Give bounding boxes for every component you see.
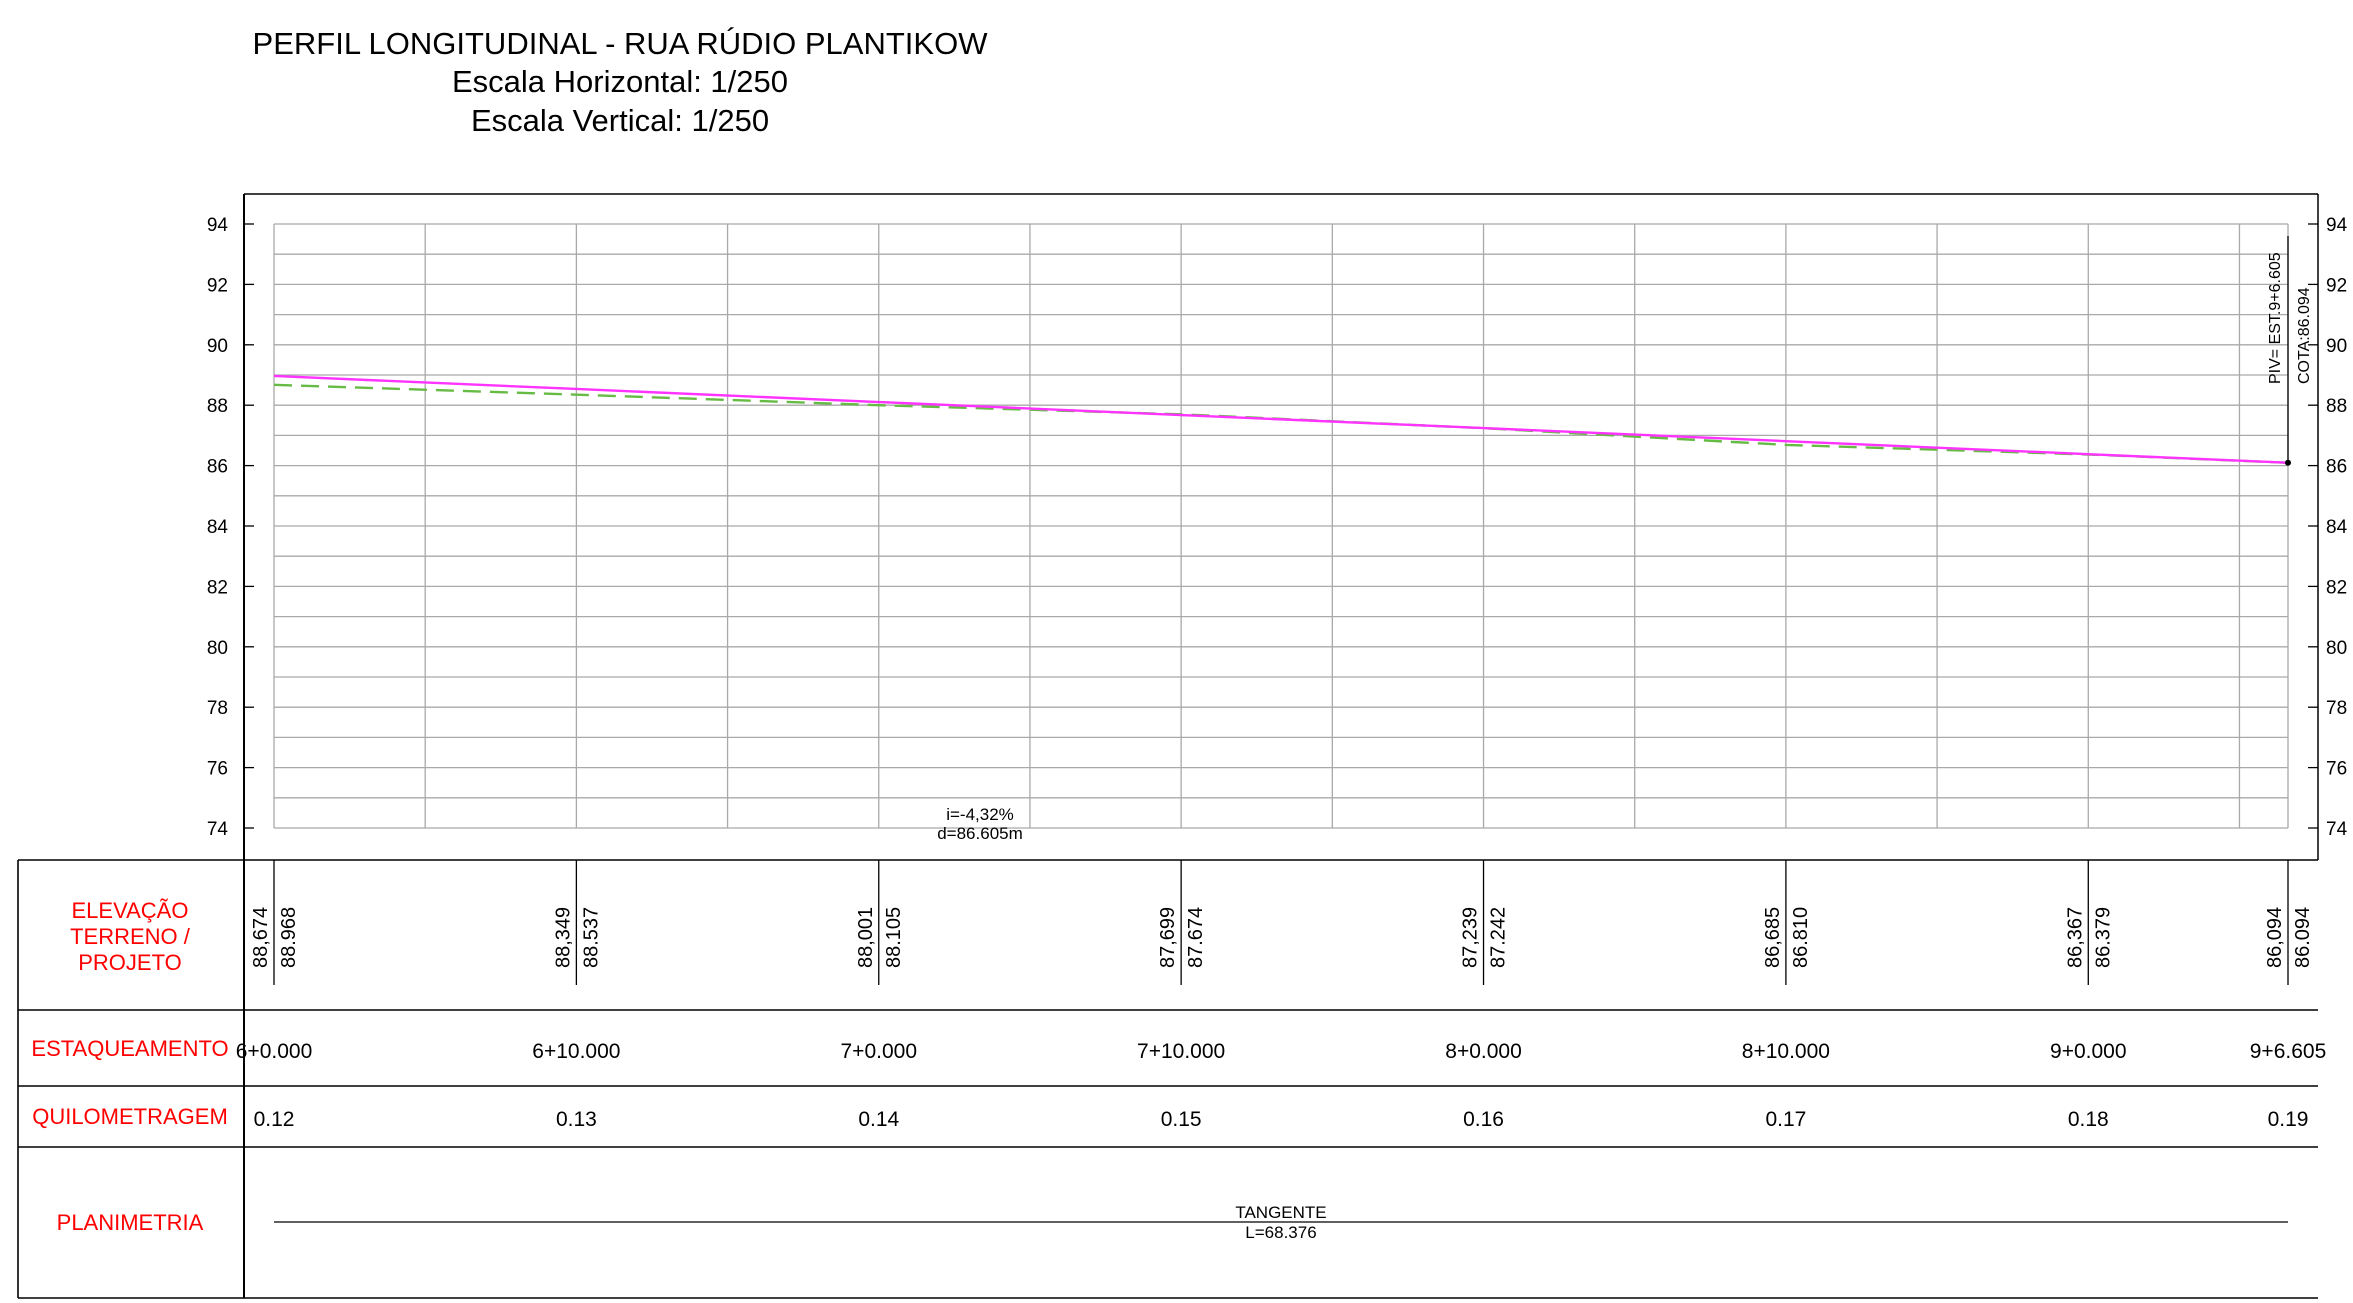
y-tick-label-left: 84: [207, 517, 229, 538]
station-label: 9+6.605: [2250, 1040, 2327, 1063]
y-tick-label-left: 82: [207, 577, 228, 598]
terreno-elevation: 88,674: [250, 907, 272, 968]
km-label: 0.12: [254, 1108, 295, 1131]
y-tick-label-left: 76: [207, 759, 228, 780]
y-tick-label-left: 94: [207, 215, 229, 236]
y-tick-label-right: 86: [2326, 457, 2347, 478]
y-tick-label-left: 88: [207, 396, 228, 417]
vertical-scale: Escala Vertical: 1/250: [470, 103, 770, 138]
y-tick-label-left: 80: [207, 638, 228, 659]
terreno-elevation: 87,239: [1460, 907, 1482, 968]
km-label: 0.19: [2268, 1108, 2309, 1131]
y-tick-label-right: 92: [2326, 275, 2347, 296]
km-label: 0.16: [1463, 1108, 1504, 1131]
profile-frame: [243, 193, 2319, 1298]
elevation-axis: 74 74 76 76 78 78 80 80 82 82 84 84 86 86 88 88 90 90 92 92…: [207, 215, 2348, 840]
page-title: PERFIL LONGITUDINAL - RUA RÚDIO PLANTIKO…: [252, 26, 988, 61]
terreno-elevation: 86,685: [1762, 907, 1784, 968]
row-label-elevacao: PROJETO: [78, 950, 182, 975]
km-label: 0.15: [1161, 1108, 1202, 1131]
km-label: 0.17: [1765, 1108, 1806, 1131]
slope-label: i=-4,32%: [946, 805, 1014, 824]
piv-cota-label: COTA:86.094: [2296, 287, 2313, 384]
y-tick-label-left: 78: [207, 698, 228, 719]
tangent-length: L=68.376: [1245, 1223, 1316, 1242]
y-tick-label-right: 88: [2326, 396, 2347, 417]
piv-point: [2285, 459, 2291, 466]
projeto-line: [273, 374, 2289, 464]
km-label: 0.13: [556, 1108, 597, 1131]
profile-lines: [273, 374, 2289, 464]
y-tick-label-right: 82: [2326, 577, 2347, 598]
row-label-elevacao: ELEVAÇÃO: [72, 898, 189, 923]
piv-station-label: PIV= EST.9+6.605: [2267, 252, 2284, 384]
station-label: 6+0.000: [236, 1040, 313, 1063]
station-label: 7+10.000: [1137, 1040, 1225, 1063]
horizontal-scale: Escala Horizontal: 1/250: [451, 64, 789, 99]
projeto-elevation: 86.810: [1790, 907, 1812, 968]
km-label: 0.14: [858, 1108, 899, 1131]
profile-annotations: PIV= EST.9+6.605 COTA:86.094 i=-4,32%d=86.…: [937, 236, 2313, 843]
title-block: PERFIL LONGITUDINAL - RUA RÚDIO PLANTIKO…: [0, 22, 1000, 152]
terreno-elevation: 88,001: [855, 907, 877, 968]
terreno-elevation: 86,367: [2064, 907, 2086, 968]
row-label-estaqueamento: ESTAQUEAMENTO: [31, 1036, 228, 1061]
station-label: 9+0.000: [2050, 1040, 2127, 1063]
y-tick-label-right: 76: [2326, 759, 2347, 780]
row-label-quilometragem: QUILOMETRAGEM: [32, 1104, 228, 1129]
projeto-elevation: 86.379: [2092, 907, 2114, 968]
terreno-elevation: 87,699: [1157, 907, 1179, 968]
projeto-elevation: 88.105: [883, 907, 905, 968]
station-label: 8+10.000: [1742, 1040, 1830, 1063]
profile-grid: [273, 223, 2289, 829]
y-tick-label-right: 80: [2326, 638, 2347, 659]
station-label: 8+0.000: [1445, 1040, 1522, 1063]
y-tick-label-left: 86: [207, 457, 228, 478]
projeto-elevation: 88.968: [278, 907, 300, 968]
km-label: 0.18: [2068, 1108, 2109, 1131]
y-tick-label-right: 84: [2326, 517, 2348, 538]
y-tick-label-left: 74: [207, 819, 229, 840]
tangent-label: TANGENTE: [1235, 1203, 1326, 1222]
y-tick-label-left: 90: [207, 336, 228, 357]
y-tick-label-right: 78: [2326, 698, 2347, 719]
y-tick-label-right: 74: [2326, 819, 2348, 840]
station-label: 7+0.000: [841, 1040, 918, 1063]
row-label-elevacao: TERRENO /: [70, 924, 191, 949]
terreno-elevation: 88,349: [552, 907, 574, 968]
row-label-planimetria: PLANIMETRIA: [57, 1210, 204, 1235]
projeto-elevation: 86.094: [2292, 907, 2314, 968]
projeto-elevation: 87.242: [1488, 907, 1510, 968]
y-tick-label-right: 94: [2326, 215, 2348, 236]
terreno-elevation: 86,094: [2264, 907, 2286, 968]
projeto-elevation: 88.537: [580, 907, 602, 968]
y-tick-label-right: 90: [2326, 336, 2347, 357]
projeto-elevation: 87.674: [1185, 907, 1207, 968]
y-tick-label-left: 92: [207, 275, 228, 296]
station-label: 6+10.000: [532, 1040, 620, 1063]
distance-label: d=86.605m: [937, 824, 1023, 843]
